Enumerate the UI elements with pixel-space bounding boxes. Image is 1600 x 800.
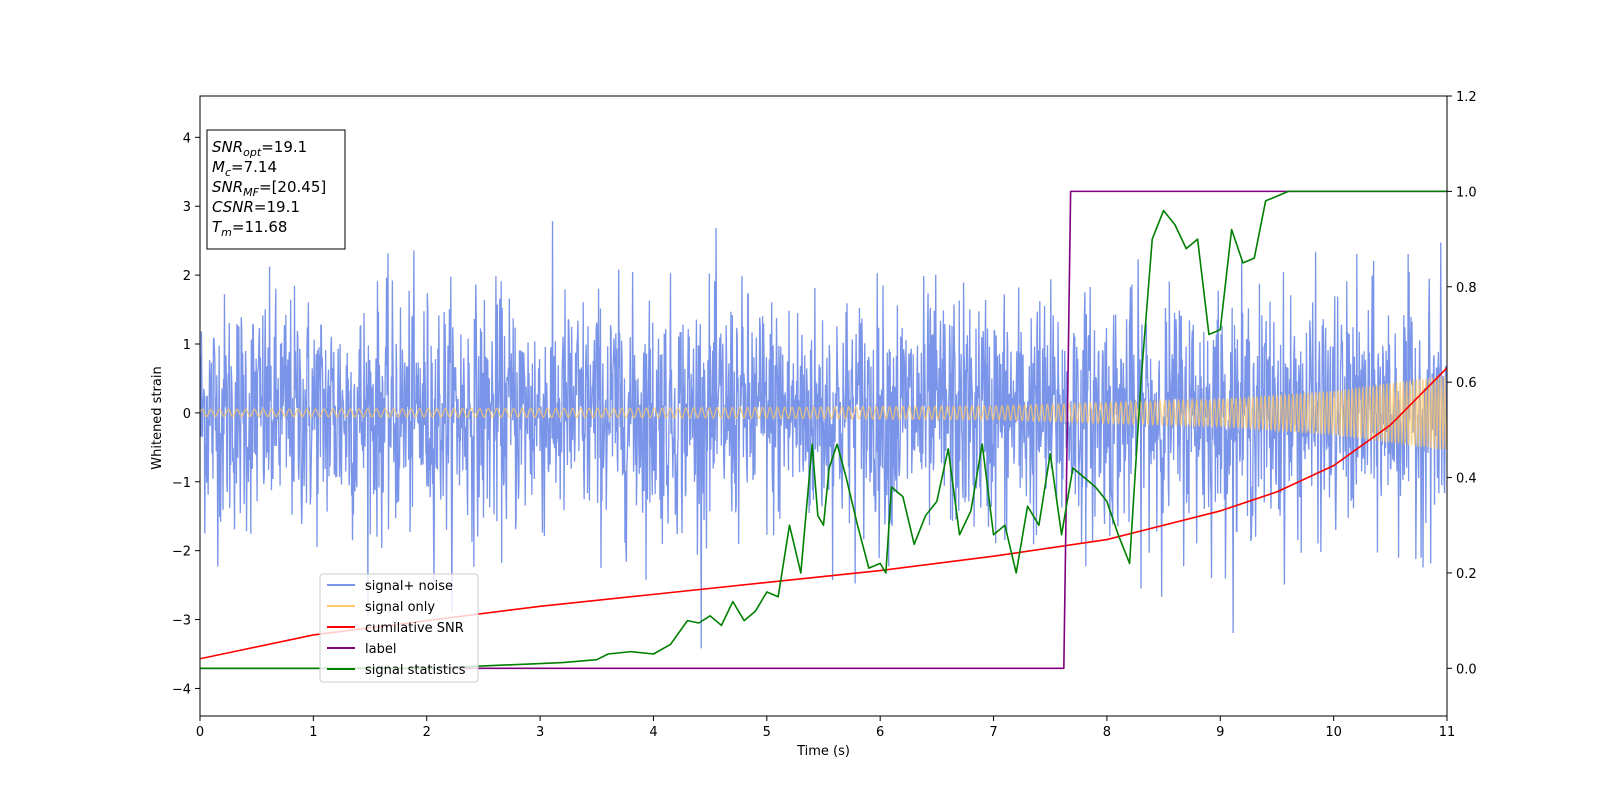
y-left-tick-label: 3 — [183, 200, 191, 215]
y-right-tick-label: 0.0 — [1456, 662, 1477, 677]
annotation-var: M — [212, 158, 225, 176]
x-tick-label: 2 — [423, 725, 431, 740]
series-signal-noise — [200, 221, 1447, 649]
annotation-sub: c — [225, 166, 231, 179]
y-right-tick-label: 1.0 — [1456, 185, 1477, 200]
x-tick-label: 9 — [1216, 725, 1224, 740]
x-tick-label: 5 — [763, 725, 771, 740]
plot-frame — [199, 95, 1448, 717]
x-tick-label: 11 — [1439, 725, 1456, 740]
annotation-var: SNR — [212, 178, 243, 196]
annotation-line: CSNR=19.1 — [212, 198, 300, 216]
annotation-line: SNRMF=[20.45] — [212, 178, 326, 199]
y-left-tick-label: 2 — [183, 269, 191, 284]
annotation-box: SNRopt=19.1Mc=7.14SNRMF=[20.45]CSNR=19.1… — [206, 129, 346, 250]
y-left-tick-label: −2 — [172, 545, 191, 560]
legend-entry: signal only — [365, 600, 435, 615]
annotation-sub: m — [221, 226, 232, 239]
y-right-tick-label: 0.2 — [1456, 567, 1477, 582]
annotation-var: SNR — [212, 138, 243, 156]
y-right-tick-label: 0.4 — [1456, 472, 1477, 487]
y-left-tick-label: 1 — [183, 338, 191, 353]
annotation-value: =[20.45] — [259, 178, 326, 196]
y-axis-label: Whitened strain — [150, 366, 165, 469]
y-right-tick-label: 0.8 — [1456, 281, 1477, 296]
x-tick-label: 8 — [1103, 725, 1111, 740]
y-left-tick-label: −4 — [172, 682, 191, 697]
annotation-line: Mc=7.14 — [212, 158, 277, 179]
legend-entry: label — [365, 642, 396, 657]
annotation-var: CSNR — [212, 198, 254, 216]
x-tick-label: 1 — [309, 725, 317, 740]
series-label — [200, 190, 1447, 670]
y-right-tick-label: 0.6 — [1456, 376, 1477, 391]
x-tick-label: 0 — [196, 725, 204, 740]
legend: signal+ noise signal only cumilative SNR la… — [319, 573, 479, 683]
series-signal-only — [200, 376, 1447, 450]
axes-layer: 0 1 2 3 4 5 6 7 8 9 10 11 −4 −3 −2 −1 0 1 2 3 4 0.0 0.2 0.4 0.6 0… — [172, 90, 1477, 740]
x-tick-label: 6 — [876, 725, 884, 740]
legend-entry: cumilative SNR — [365, 621, 464, 636]
annotation-line: Tm=11.68 — [212, 218, 287, 239]
y-left-tick-label: 4 — [183, 131, 191, 146]
annotation-var: T — [212, 218, 223, 236]
y-right-tick-label: 1.2 — [1456, 90, 1477, 105]
legend-entry: signal statistics — [365, 663, 466, 678]
annotation-value: =7.14 — [231, 158, 277, 176]
y-left-tick-label: −1 — [172, 476, 191, 491]
annotation-value: =19.1 — [254, 198, 300, 216]
x-tick-label: 4 — [649, 725, 657, 740]
legend-entry: signal+ noise — [365, 579, 453, 594]
x-tick-label: 10 — [1325, 725, 1342, 740]
x-axis-label: Time (s) — [796, 744, 850, 759]
annotation-line: SNRopt=19.1 — [212, 138, 307, 159]
y-left-tick-label: 0 — [183, 407, 191, 422]
annotation-sub: MF — [243, 186, 259, 199]
x-tick-label: 7 — [989, 725, 997, 740]
annotation-value: =19.1 — [261, 138, 307, 156]
annotation-frame — [206, 129, 346, 250]
annotation-sub: opt — [243, 146, 262, 159]
annotation-value: =11.68 — [232, 218, 288, 236]
series-signal-statistics — [200, 190, 1447, 670]
legend-frame — [319, 573, 479, 683]
y-left-tick-label: −3 — [172, 614, 191, 629]
x-tick-label: 3 — [536, 725, 544, 740]
